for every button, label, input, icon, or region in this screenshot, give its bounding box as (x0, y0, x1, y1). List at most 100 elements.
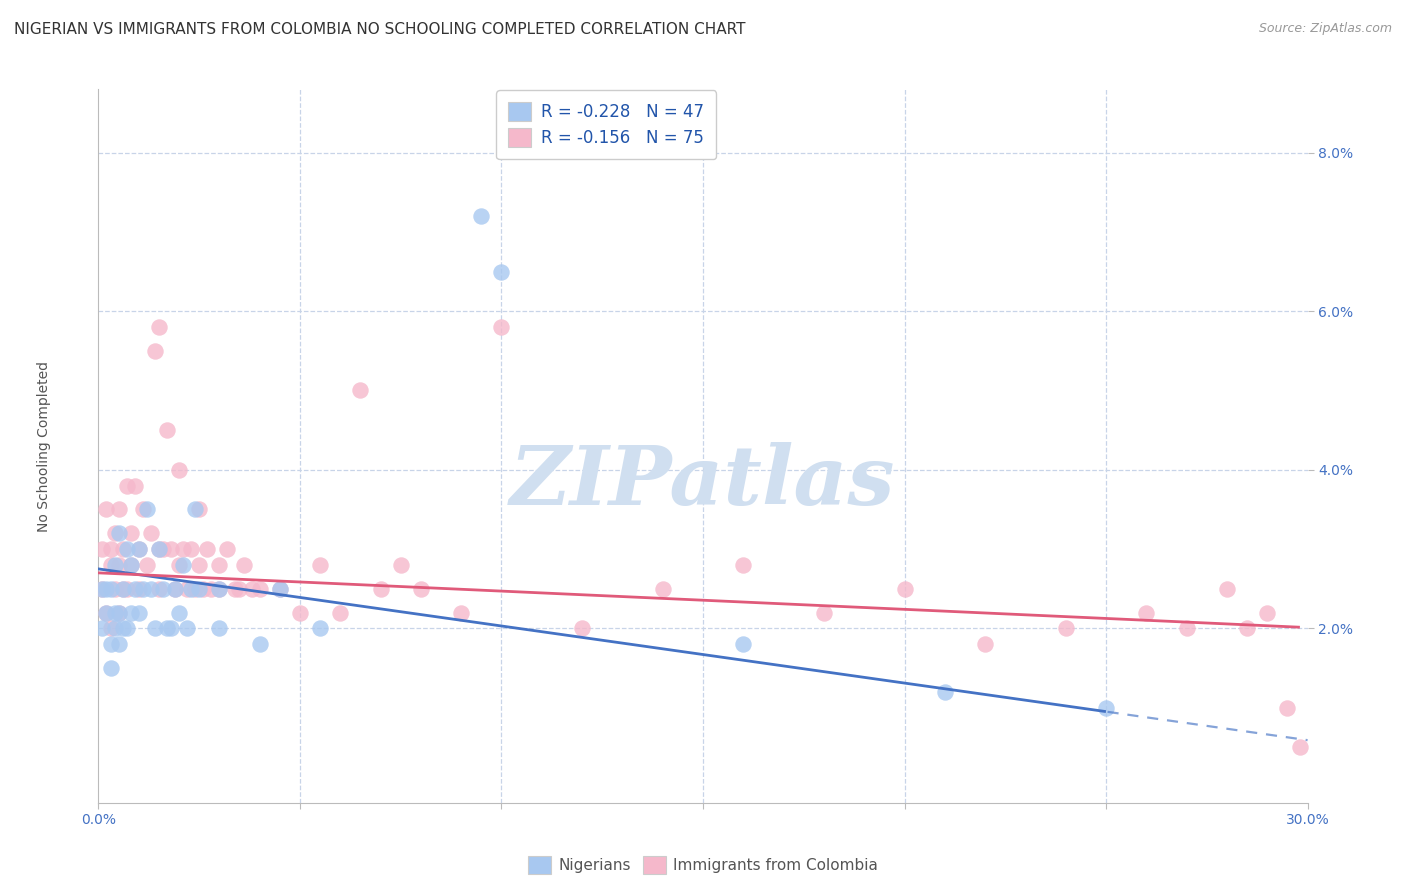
Point (115, 478, 138, 492)
Point (329, 606, 352, 620)
Point (163, 582, 186, 596)
Point (893, 582, 915, 596)
Point (96, 606, 118, 620)
Point (232, 558, 254, 572)
Point (240, 582, 263, 596)
Point (349, 384, 371, 398)
Point (193, 582, 215, 596)
Point (103, 606, 125, 620)
Point (107, 637, 129, 651)
Point (180, 542, 202, 557)
Point (91, 621, 114, 635)
Point (103, 526, 125, 541)
Point (176, 582, 198, 596)
Point (651, 582, 673, 596)
Point (148, 582, 170, 596)
Point (100, 621, 122, 635)
Point (1054, 621, 1077, 635)
Text: NIGERIAN VS IMMIGRANTS FROM COLOMBIA NO SCHOOLING COMPLETED CORRELATION CHART: NIGERIAN VS IMMIGRANTS FROM COLOMBIA NO … (14, 22, 745, 37)
Point (128, 606, 150, 620)
Point (571, 621, 593, 635)
Point (172, 542, 194, 557)
Point (249, 582, 271, 596)
Point (208, 621, 231, 635)
Point (120, 558, 142, 572)
Point (228, 582, 250, 596)
Point (100, 558, 122, 572)
Point (188, 582, 211, 596)
Point (107, 502, 129, 516)
Point (120, 526, 142, 541)
Text: No Schooling Completed: No Schooling Completed (37, 360, 51, 532)
Point (152, 582, 174, 596)
Point (1175, 621, 1198, 635)
Point (224, 582, 246, 596)
Text: ZIPatlas: ZIPatlas (510, 442, 896, 522)
Point (269, 582, 291, 596)
Point (107, 606, 129, 620)
Point (91, 582, 114, 596)
Point (100, 661, 122, 675)
Point (1236, 621, 1258, 635)
Point (1256, 606, 1278, 620)
Point (813, 606, 835, 620)
Point (156, 621, 179, 635)
Point (148, 542, 170, 557)
Point (111, 542, 134, 557)
Point (160, 621, 183, 635)
Point (1095, 700, 1118, 714)
Point (450, 606, 472, 620)
Point (160, 542, 183, 557)
Point (120, 558, 142, 572)
Point (1135, 606, 1157, 620)
Point (309, 558, 332, 572)
Point (208, 582, 231, 596)
Point (409, 582, 432, 596)
Point (107, 526, 129, 541)
Point (249, 637, 271, 651)
Point (167, 606, 190, 620)
Point (200, 582, 222, 596)
Point (128, 582, 150, 596)
Point (188, 502, 211, 516)
Point (143, 343, 166, 358)
Point (733, 558, 755, 572)
Point (91, 582, 114, 596)
Point (100, 582, 122, 596)
Point (120, 606, 142, 620)
Point (135, 502, 157, 516)
Point (111, 582, 134, 596)
Point (111, 621, 134, 635)
Point (156, 423, 179, 437)
Legend: Nigerians, Immigrants from Colombia: Nigerians, Immigrants from Colombia (522, 850, 884, 880)
Point (172, 558, 194, 572)
Point (176, 621, 198, 635)
Point (96, 606, 118, 620)
Point (103, 558, 125, 572)
Point (491, 320, 513, 334)
Point (370, 582, 392, 596)
Point (96, 582, 118, 596)
Point (115, 582, 138, 596)
Point (124, 582, 146, 596)
Point (470, 209, 492, 223)
Point (103, 582, 125, 596)
Point (100, 542, 122, 557)
Point (143, 621, 166, 635)
Point (269, 582, 291, 596)
Point (111, 582, 134, 596)
Point (1288, 740, 1310, 755)
Point (100, 637, 122, 651)
Point (107, 606, 129, 620)
Point (309, 621, 332, 635)
Point (128, 542, 150, 557)
Point (180, 582, 202, 596)
Point (1277, 700, 1299, 714)
Legend: R = -0.228   N = 47, R = -0.156   N = 75: R = -0.228 N = 47, R = -0.156 N = 75 (496, 90, 716, 159)
Text: Source: ZipAtlas.com: Source: ZipAtlas.com (1258, 22, 1392, 36)
Point (128, 542, 150, 557)
Point (103, 621, 125, 635)
Point (1216, 582, 1239, 596)
Point (389, 558, 412, 572)
Point (217, 542, 239, 557)
